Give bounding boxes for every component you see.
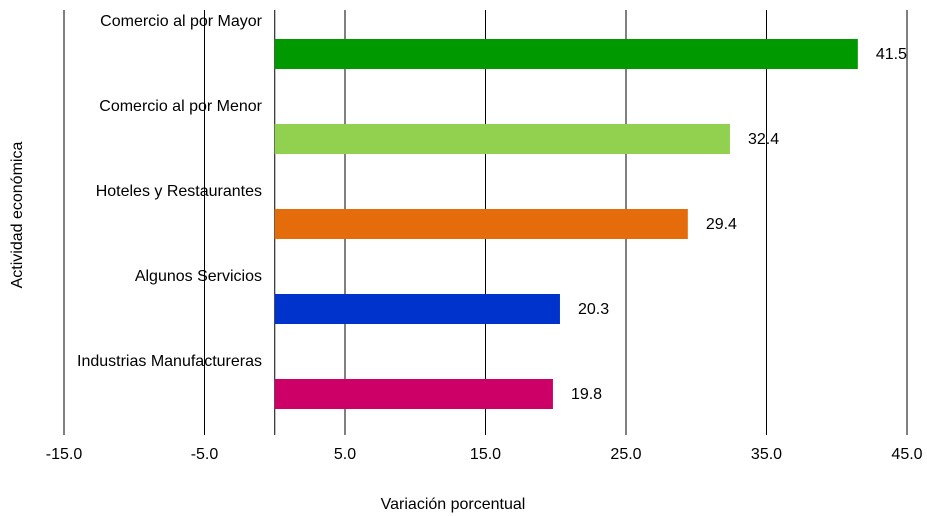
- category-label: Industrias Manufactureras: [77, 353, 262, 370]
- value-label: 32.4: [748, 131, 779, 148]
- category-label: Comercio al por Mayor: [100, 13, 263, 30]
- x-tick-label: -5.0: [191, 446, 219, 463]
- x-tick-label: 25.0: [610, 446, 641, 463]
- x-tick-label: 45.0: [891, 446, 922, 463]
- value-label: 20.3: [578, 301, 609, 318]
- bar: [274, 379, 553, 409]
- category-label: Comercio al por Menor: [99, 98, 262, 115]
- value-label: 19.8: [571, 386, 602, 403]
- x-axis-title: Variación porcentual: [381, 496, 526, 513]
- category-label: Hoteles y Restaurantes: [96, 183, 262, 200]
- bar: [274, 39, 858, 69]
- bar: [274, 209, 688, 239]
- value-label: 29.4: [706, 216, 737, 233]
- x-tick-label: 15.0: [470, 446, 501, 463]
- value-label: 41.5: [876, 46, 907, 63]
- bar: [274, 294, 560, 324]
- x-tick-label: 35.0: [751, 446, 782, 463]
- x-tick-label: 5.0: [334, 446, 356, 463]
- y-axis-title: Actividad económica: [9, 142, 26, 289]
- bar: [274, 124, 730, 154]
- category-label: Algunos Servicios: [135, 268, 262, 285]
- x-tick-label: -15.0: [46, 446, 83, 463]
